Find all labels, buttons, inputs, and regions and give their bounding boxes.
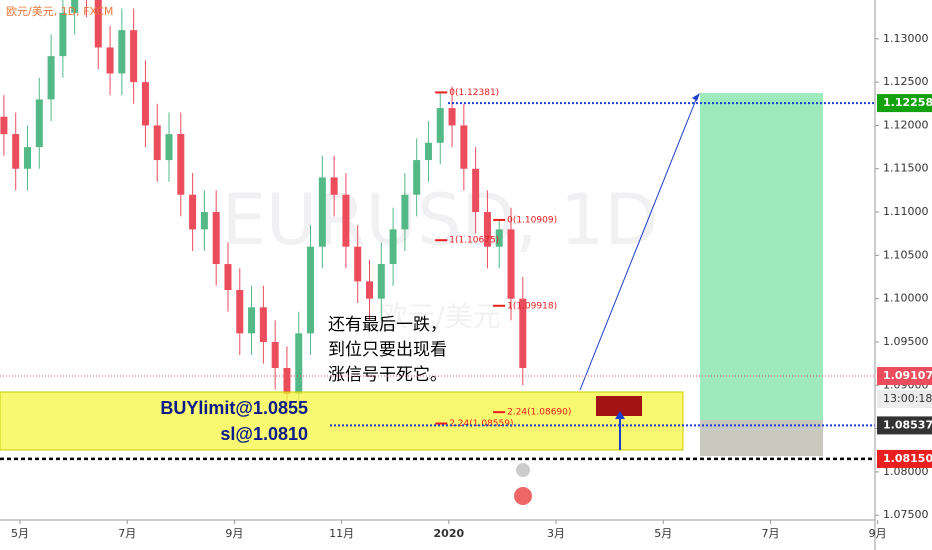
candle-body [483,212,491,247]
candle-body [401,194,409,230]
candle-body [354,246,362,282]
buy-zone [0,391,684,451]
y-tick-label: 1.10000 [883,292,929,305]
candle-body [495,229,503,247]
order-text: sl@1.0810 [220,424,308,444]
price-label: 1.08150 [883,452,932,465]
target-zone [700,93,823,420]
x-tick-label: 5月 [11,527,29,540]
price-label: 1.08537 [883,418,932,431]
candle-body [35,99,43,148]
candle-body [307,246,315,334]
arrow-head [692,93,700,101]
candle-body [295,333,303,394]
candle-body [413,160,421,195]
countdown: 13:00:18 [883,392,932,405]
candle-body [189,194,197,230]
icon [516,463,530,477]
x-tick-label: 2020 [434,527,465,540]
candle-body [0,116,8,135]
candle-body [212,212,220,265]
price-label-box [877,449,932,468]
fib-label: 0(1.12381) [449,88,499,98]
x-tick-label: 9月 [225,527,243,540]
candle-body [519,298,527,368]
y-tick-label: 1.08000 [883,465,929,478]
x-tick-label: 7月 [761,527,779,540]
candle-body [377,264,385,299]
x-tick-label: 7月 [118,527,136,540]
y-tick-label: 1.09500 [883,335,929,348]
x-tick-label: 3月 [547,527,565,540]
candle-body [165,134,173,161]
candle-body [259,307,267,342]
candle-body [59,12,67,57]
candle-body [448,108,456,126]
candle-body [424,142,432,161]
red-box [596,396,642,416]
y-tick-label: 1.12000 [883,118,929,131]
candle-body [436,108,444,143]
price-label-box [877,94,932,113]
price-label-box [877,416,932,435]
candle-body [248,307,256,334]
x-tick-label: 5月 [654,527,672,540]
candle-body [224,264,232,291]
candle-body [71,0,79,13]
watermark: EURUSD, 1D [222,179,659,261]
candle-body [389,229,397,265]
candle-body [460,125,468,169]
candle-body [153,125,161,161]
price-label: 1.12258 [883,96,932,109]
countdown-box [877,390,932,409]
y-tick-label: 1.10500 [883,248,929,261]
candle-body [366,281,374,299]
candle-body [236,290,244,334]
fib-label: 1(1.09918) [507,301,557,311]
candle-body [106,47,114,74]
candle-body [47,56,55,100]
x-tick-label: 9月 [869,527,887,540]
candle-body [283,367,291,394]
y-tick-label: 1.12500 [883,75,929,88]
icon [514,487,532,505]
candle-body [130,30,138,83]
candle-body [342,194,350,247]
price-label-box [877,367,932,386]
candle-body [507,229,515,299]
candle-body [23,147,31,169]
y-tick-label: 1.13000 [883,32,929,45]
candle-body [472,168,480,213]
candle-body [94,0,102,48]
fib-label: 2.24(1.08559) [449,419,513,429]
candle-body [177,134,185,195]
note: 到位只要出现看 [328,340,447,360]
price-label: 1.09107 [883,369,932,382]
candle-body [118,30,126,74]
y-tick-label: 1.11500 [883,162,929,175]
order-text: BUYlimit@1.0855 [160,398,308,418]
candle-body [330,177,338,195]
x-tick-label: 11月 [329,527,354,540]
arrow-head [615,411,625,419]
symbol-title: 欧元/美元, 1D, FXCM [6,5,113,18]
fib-label: 0(1.10909) [507,215,557,225]
y-tick-label: 1.11000 [883,205,929,218]
candle-body [271,341,279,368]
note: 还有最后一跌， [328,315,447,335]
candle-body [318,177,326,247]
watermark-sub: 欧元/美元 [379,300,500,333]
arrow [579,96,698,391]
fib-label: 1(1.10675) [449,236,499,246]
note: 涨信号干死它。 [328,365,447,385]
candle-body [12,134,20,169]
candle-body [200,212,208,230]
y-tick-label: 1.07500 [883,508,929,521]
candle-body [141,82,149,126]
fib-label: 2.24(1.08690) [507,408,571,418]
